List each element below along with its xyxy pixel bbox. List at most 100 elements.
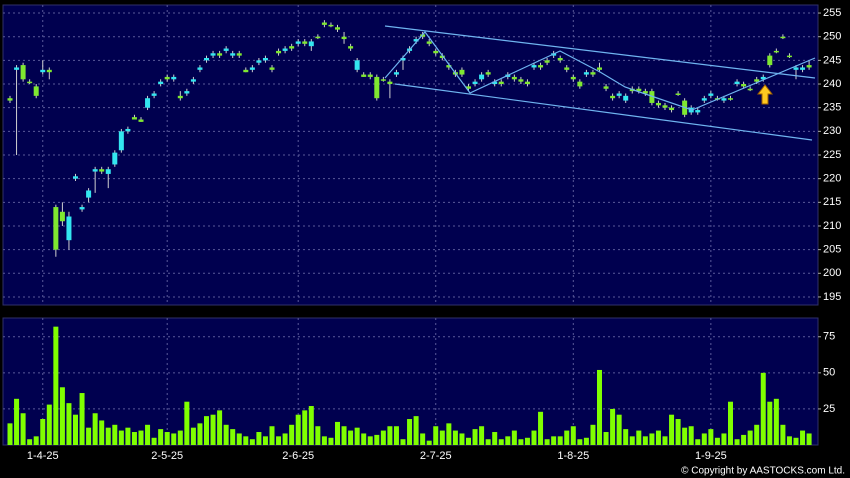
volume-bar [125,427,131,445]
candle-body [380,79,386,81]
candle-body [734,81,740,85]
candle-body [282,48,288,51]
volume-bar [655,430,661,445]
volume-bar [695,439,701,445]
channel-lower [394,83,813,141]
candle-body [210,53,216,56]
volume-bar [256,432,262,445]
candle-body [754,79,760,82]
candle-body [125,128,131,132]
candle-body [472,81,478,85]
candle-body [204,57,209,61]
candle-body [151,93,157,96]
y-tick-label: 225 [823,149,841,161]
volume-bar [439,430,445,445]
candle-body [780,36,786,39]
volume-bar [86,427,92,445]
volume-bar [59,387,65,445]
channel-upper [384,25,816,79]
volume-bar [92,413,98,445]
candle-body [518,79,524,82]
volume-bar [597,369,602,445]
y-tick-label: 235 [823,102,841,114]
candle-body [197,67,203,70]
candle-body [800,67,806,70]
candle-body [59,211,65,222]
trend-lines [384,25,816,141]
volume-bar [780,424,786,445]
candle-body [439,55,445,58]
volume-bar [46,404,52,445]
candle-body [7,98,13,101]
candle-body [236,53,242,56]
y-tick-label: 195 [823,291,841,303]
candle-body [570,76,576,80]
volume-bar [741,434,747,445]
volume-bar [570,426,576,445]
volume-bar [492,432,498,445]
volume-bar [636,430,642,445]
candle-body [308,41,314,47]
candle-body [544,60,550,63]
candle-body [276,50,282,54]
volume-bar [682,427,688,445]
candle-body [610,95,616,99]
candle-body [767,55,773,66]
volume-bar [426,440,432,445]
volume-bar [295,414,301,445]
y-tick-label: 75 [823,331,835,343]
volume-bar [734,439,740,445]
candle-body [367,74,373,77]
volume-bar [204,416,209,445]
volume-bar [760,372,766,445]
candle-body [577,81,583,87]
candle-body [426,41,432,44]
candle-body [131,117,137,120]
volume-bar [20,413,26,445]
volume-bar [190,427,196,445]
volume-bar [112,424,118,445]
volume-bar [217,410,223,445]
candle-body [511,76,517,80]
volume-bar [629,436,635,445]
candle-body [538,65,544,68]
candle-body [413,39,419,42]
volume-bar [446,423,452,445]
candle-body [400,57,406,61]
candle-body [649,91,655,103]
volume-bar [269,426,275,445]
volume-bar [249,439,255,445]
candle-body [597,67,602,70]
volume-bar [485,439,491,445]
volume-bar [669,414,675,445]
candle-body [557,57,563,61]
volume-bar [767,401,773,445]
candle-body [446,65,452,68]
volume-bar [236,433,242,445]
candle-body [158,81,164,85]
candle-body [138,119,144,122]
volume-bar [721,433,727,445]
volume-bar [616,414,622,445]
candle-body [760,76,766,80]
x-tick-label: 1-4-25 [27,450,59,462]
candle-body [171,76,177,80]
volume-bar [387,426,393,445]
candle-body [230,53,236,56]
volume-bar [380,430,386,445]
volume-bar [472,429,478,445]
volume-bar [642,436,648,445]
candle-body [721,98,727,101]
volume-bar [262,436,268,445]
volume-bar [786,436,792,445]
candle-body [33,86,39,96]
x-tick-label: 2-5-25 [151,450,183,462]
candle-body [92,169,98,172]
volume-bar [348,430,354,445]
volume-bar [138,430,144,445]
volume-bar [73,414,78,445]
candle-body [66,216,72,241]
candle-body [747,88,753,91]
volume-bar [800,430,806,445]
candle-body [112,152,118,165]
